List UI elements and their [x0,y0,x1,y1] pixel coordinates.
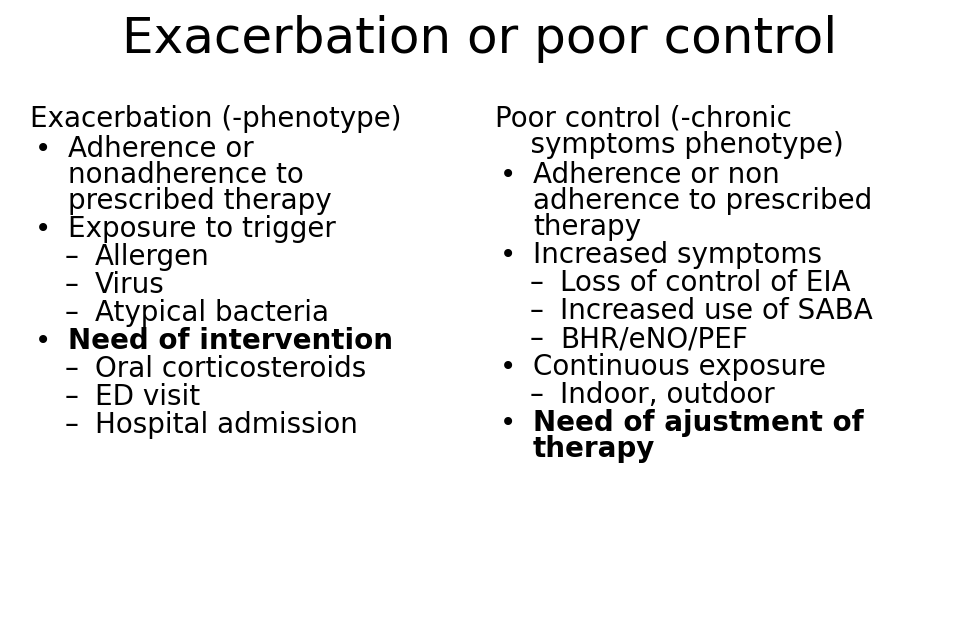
Text: Increased use of SABA: Increased use of SABA [560,297,873,325]
Text: Loss of control of EIA: Loss of control of EIA [560,269,851,297]
Text: Exposure to trigger: Exposure to trigger [68,215,336,243]
Text: Continuous exposure: Continuous exposure [533,353,826,381]
Text: •: • [500,409,516,437]
Text: –: – [530,269,544,297]
Text: –: – [65,383,79,411]
Text: •: • [500,353,516,381]
Text: •: • [35,327,51,355]
Text: –: – [530,297,544,325]
Text: Exacerbation (-phenotype): Exacerbation (-phenotype) [30,105,401,133]
Text: •: • [35,215,51,243]
Text: Virus: Virus [95,271,165,299]
Text: Poor control (-chronic: Poor control (-chronic [495,105,792,133]
Text: –: – [65,411,79,439]
Text: –: – [65,243,79,271]
Text: –: – [65,299,79,327]
Text: –: – [65,355,79,383]
Text: Increased symptoms: Increased symptoms [533,241,822,269]
Text: Need of intervention: Need of intervention [68,327,393,355]
Text: •: • [500,241,516,269]
Text: Need of ajustment of: Need of ajustment of [533,409,864,437]
Text: symptoms phenotype): symptoms phenotype) [495,131,844,159]
Text: –: – [530,381,544,409]
Text: therapy: therapy [533,213,641,241]
Text: Atypical bacteria: Atypical bacteria [95,299,329,327]
Text: BHR/eNO/PEF: BHR/eNO/PEF [560,325,748,353]
Text: •: • [35,135,51,163]
Text: therapy: therapy [533,435,656,463]
Text: Exacerbation or poor control: Exacerbation or poor control [122,15,838,63]
Text: prescribed therapy: prescribed therapy [68,187,331,215]
Text: Oral corticosteroids: Oral corticosteroids [95,355,367,383]
Text: –: – [65,271,79,299]
Text: Hospital admission: Hospital admission [95,411,358,439]
Text: adherence to prescribed: adherence to prescribed [533,187,873,215]
Text: Allergen: Allergen [95,243,209,271]
Text: ED visit: ED visit [95,383,200,411]
Text: –: – [530,325,544,353]
Text: nonadherence to: nonadherence to [68,161,303,189]
Text: •: • [500,161,516,189]
Text: Adherence or: Adherence or [68,135,253,163]
Text: Indoor, outdoor: Indoor, outdoor [560,381,775,409]
Text: Adherence or non: Adherence or non [533,161,780,189]
